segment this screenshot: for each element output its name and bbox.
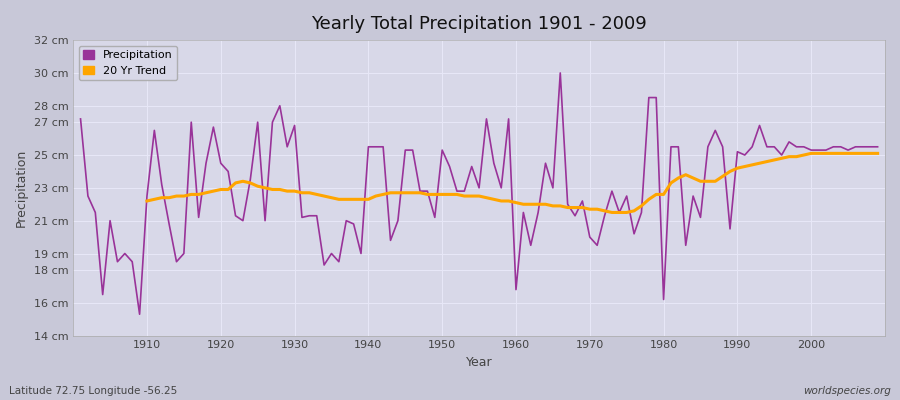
Y-axis label: Precipitation: Precipitation [15,149,28,227]
X-axis label: Year: Year [466,356,492,369]
Title: Yearly Total Precipitation 1901 - 2009: Yearly Total Precipitation 1901 - 2009 [311,15,647,33]
Text: worldspecies.org: worldspecies.org [803,386,891,396]
Text: Latitude 72.75 Longitude -56.25: Latitude 72.75 Longitude -56.25 [9,386,177,396]
Legend: Precipitation, 20 Yr Trend: Precipitation, 20 Yr Trend [78,46,177,80]
